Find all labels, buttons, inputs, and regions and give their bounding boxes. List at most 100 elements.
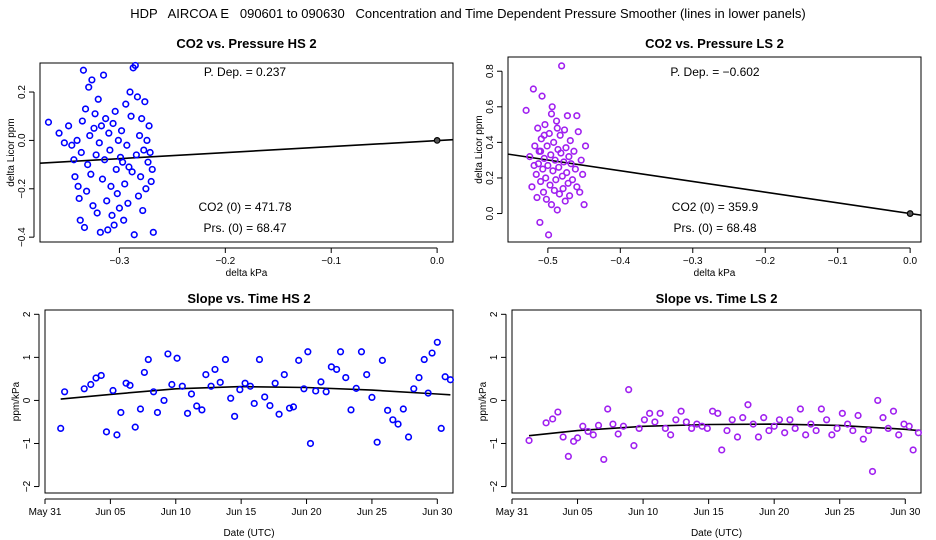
data-point xyxy=(581,142,590,150)
data-point xyxy=(543,142,551,150)
data-point xyxy=(111,107,119,115)
data-point xyxy=(187,390,196,398)
data-point xyxy=(754,433,763,441)
data-point xyxy=(322,388,330,396)
panel-title: Slope vs. Time LS 2 xyxy=(656,291,778,306)
annotation-pdep: P. Dep. = −0.602 xyxy=(670,65,760,79)
data-point xyxy=(127,112,135,120)
main-title: HDP AIRCOA E 090601 to 090630 Concentrat… xyxy=(130,6,806,21)
data-point xyxy=(838,409,846,417)
data-point xyxy=(193,402,201,410)
data-point xyxy=(102,428,111,436)
data-point xyxy=(823,416,831,424)
data-point xyxy=(614,430,622,438)
data-point xyxy=(241,379,249,387)
data-point xyxy=(594,421,603,429)
x-tick-label: Jun 10 xyxy=(628,507,658,518)
x-tick-label: Jun 10 xyxy=(161,507,191,518)
data-point xyxy=(168,380,176,389)
data-point xyxy=(410,385,418,393)
data-point xyxy=(384,406,392,414)
x-tick-label: Jun 20 xyxy=(759,507,789,518)
data-point xyxy=(625,386,633,394)
data-point xyxy=(271,379,279,387)
data-point xyxy=(44,118,53,126)
y-tick-label: 2 xyxy=(22,311,33,317)
data-point xyxy=(132,151,140,159)
data-point xyxy=(125,163,133,171)
data-point xyxy=(142,185,150,193)
data-point xyxy=(97,371,105,380)
data-point xyxy=(728,416,736,424)
data-point xyxy=(905,422,913,430)
y-tick-label: 0 xyxy=(22,397,33,403)
data-point xyxy=(102,115,110,123)
data-point xyxy=(128,168,136,176)
data-point xyxy=(576,188,584,196)
x-tick-label: Jun 25 xyxy=(825,507,855,518)
data-point xyxy=(164,350,172,358)
data-point xyxy=(133,93,142,101)
data-point xyxy=(640,416,649,424)
data-point xyxy=(744,401,752,409)
data-point xyxy=(137,173,145,181)
data-point xyxy=(352,384,360,392)
data-point xyxy=(547,151,555,159)
data-point xyxy=(531,142,539,150)
annotation-co2-0: CO2 (0) = 471.78 xyxy=(198,200,291,214)
data-point xyxy=(74,182,82,190)
data-point xyxy=(718,446,726,454)
data-point xyxy=(84,160,92,169)
data-point xyxy=(525,436,533,445)
data-point xyxy=(534,124,542,132)
data-point xyxy=(526,153,534,161)
data-point xyxy=(791,424,799,433)
data-point xyxy=(559,185,567,193)
plot-frame xyxy=(44,309,454,494)
data-point xyxy=(849,426,857,435)
data-point xyxy=(562,144,570,152)
data-point xyxy=(255,355,264,364)
data-point xyxy=(550,186,558,195)
data-point xyxy=(124,199,132,207)
data-point xyxy=(135,131,144,140)
data-point xyxy=(109,119,117,128)
data-point xyxy=(564,179,572,187)
data-point xyxy=(104,226,112,234)
data-point xyxy=(544,231,553,239)
data-point xyxy=(579,422,587,430)
data-point xyxy=(120,216,128,224)
x-tick-label: −0.4 xyxy=(610,256,630,267)
data-point xyxy=(786,416,794,424)
data-point xyxy=(149,388,158,396)
data-point xyxy=(90,124,98,132)
plot-frame xyxy=(511,309,922,494)
data-point xyxy=(75,194,83,203)
data-point xyxy=(529,85,537,93)
data-point xyxy=(149,228,157,236)
data-point xyxy=(547,201,556,209)
data-point xyxy=(542,419,550,427)
data-point xyxy=(92,151,100,159)
data-point xyxy=(99,71,108,79)
data-point xyxy=(563,169,571,177)
data-point xyxy=(536,218,544,227)
data-point xyxy=(565,153,573,161)
y-tick-label: 1 xyxy=(489,354,500,360)
annotation-prs-0: Prs. (0) = 68.47 xyxy=(203,221,286,235)
data-point xyxy=(153,408,162,417)
y-tick-label: 0 xyxy=(489,397,500,403)
data-point xyxy=(342,374,350,382)
plot-frame xyxy=(39,62,454,243)
y-tick-label: −0.4 xyxy=(17,227,28,247)
data-point xyxy=(538,92,546,100)
data-point xyxy=(557,149,565,157)
data-point xyxy=(261,393,269,401)
data-point xyxy=(94,95,102,103)
data-point xyxy=(144,158,152,166)
data-point xyxy=(714,409,722,417)
fit-line xyxy=(39,138,454,164)
data-point xyxy=(868,467,877,476)
panel-title: Slope vs. Time HS 2 xyxy=(187,291,310,306)
